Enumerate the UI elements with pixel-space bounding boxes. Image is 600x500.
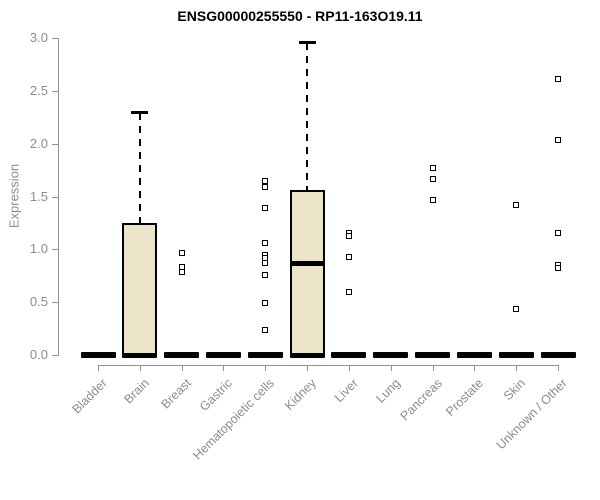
outlier-point (345, 232, 352, 239)
outlier-point (555, 265, 561, 272)
y-tick-label: 1.5 (29, 188, 48, 204)
boxplot-box (122, 222, 158, 355)
boxplot-min-bar (540, 352, 576, 358)
x-axis-tick (432, 365, 434, 371)
outlier-point (429, 175, 436, 182)
boxplot-min-bar (247, 352, 283, 358)
y-axis-tick (52, 302, 58, 304)
boxplot-whisker-cap (131, 111, 149, 115)
x-axis-tick (98, 365, 99, 371)
boxplot-min-bar (456, 352, 492, 358)
outlier-point (513, 201, 520, 208)
y-tick-label: 1.0 (29, 241, 48, 257)
outlier-point (555, 137, 561, 144)
y-axis-line (58, 38, 59, 356)
x-axis-tick (265, 365, 267, 371)
y-tick-label: 2.0 (29, 135, 48, 151)
x-axis-tick (223, 365, 225, 371)
boxplot-min-bar (289, 352, 325, 358)
y-tick-label: 0.0 (29, 347, 48, 362)
boxplot-whisker-cap (298, 41, 316, 45)
boxplot-upper-whisker (138, 113, 141, 223)
x-axis-tick (348, 365, 350, 371)
outlier-point (555, 76, 561, 83)
outlier-point (262, 271, 269, 278)
x-axis-tick (516, 365, 518, 371)
outlier-point (345, 288, 352, 295)
outlier-point (262, 177, 269, 184)
outlier-point (345, 253, 352, 260)
outlier-point (513, 305, 520, 312)
boxplot-min-bar (415, 352, 451, 358)
y-axis-tick (52, 249, 58, 251)
boxplot-min-bar (205, 352, 241, 358)
outlier-point (262, 205, 269, 212)
y-axis-tick (52, 38, 58, 39)
outlier-point (178, 249, 185, 256)
boxplot-box (289, 190, 325, 355)
x-axis-tick (474, 365, 476, 371)
x-axis-line (98, 365, 559, 366)
boxplot-min-bar (80, 352, 116, 358)
y-tick-label: 0.5 (29, 294, 48, 310)
y-axis-tick (52, 355, 58, 356)
outlier-point (178, 268, 185, 275)
y-tick-label: 3.0 (29, 30, 48, 45)
outlier-point (429, 196, 436, 203)
boxplot-min-bar (164, 352, 200, 358)
y-axis-tick (52, 196, 58, 198)
boxplot-min-bar (331, 352, 367, 358)
boxplot-median-line (124, 352, 156, 358)
x-axis-tick (390, 365, 392, 371)
chart-title: ENSG00000255550 - RP11-163O19.11 (177, 8, 423, 24)
outlier-point (262, 260, 269, 267)
outlier-point (262, 300, 269, 307)
y-axis-tick (52, 90, 58, 92)
x-axis-tick (181, 365, 183, 371)
outlier-point (262, 183, 269, 190)
outlier-point (262, 239, 269, 246)
x-axis-tick (139, 365, 141, 371)
outlier-point (262, 326, 269, 333)
y-tick-label: 2.5 (29, 82, 48, 98)
outlier-point (429, 164, 436, 171)
boxplot-min-bar (498, 352, 534, 358)
boxplot-median-line (291, 260, 323, 266)
boxplot-min-bar (373, 352, 409, 358)
y-axis-tick (52, 143, 58, 145)
boxplot-upper-whisker (306, 43, 309, 191)
x-axis-tick (558, 365, 559, 371)
x-axis-tick (307, 365, 309, 371)
outlier-point (555, 230, 561, 237)
